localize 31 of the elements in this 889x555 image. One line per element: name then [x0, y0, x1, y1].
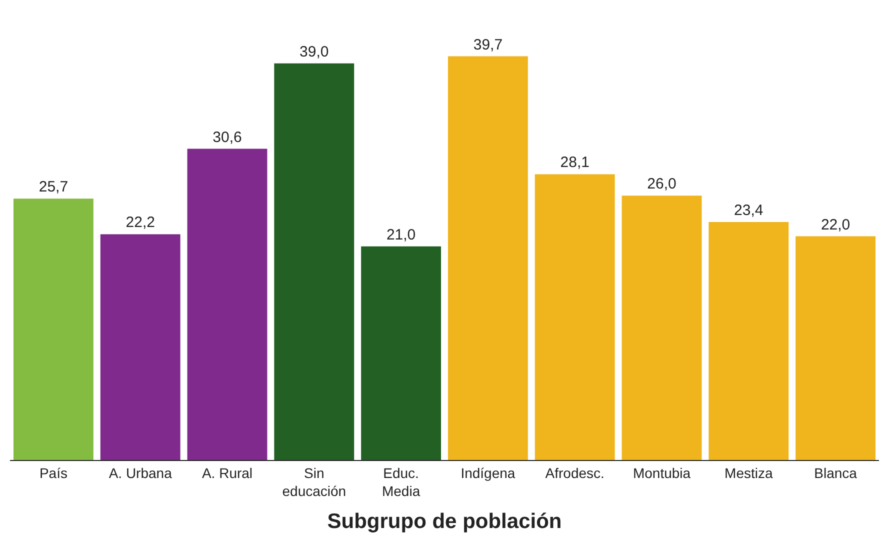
data-label: 21,0 [386, 226, 416, 244]
x-axis-title: Subgrupo de población [327, 510, 562, 534]
x-tick-label: Mestiza [724, 464, 773, 481]
x-tick-label: País [39, 464, 68, 481]
data-label: 26,0 [647, 176, 676, 193]
bar [274, 63, 354, 460]
data-label: 39,7 [473, 36, 503, 54]
x-tick-label: Sin educación [282, 464, 346, 499]
bar [13, 198, 94, 460]
data-label: 22,2 [126, 214, 155, 232]
bar [361, 246, 442, 460]
data-label: 28,1 [560, 154, 590, 172]
bar [708, 222, 789, 460]
bar [448, 56, 528, 460]
x-tick-label: Indígena [460, 464, 516, 481]
x-tick-label: Educ. Media [382, 464, 420, 499]
bar [100, 234, 180, 460]
data-label: 39,0 [300, 43, 329, 60]
bar [187, 148, 268, 460]
data-label: 25,7 [38, 178, 68, 196]
bar [796, 236, 876, 460]
data-label: 22,0 [820, 216, 850, 234]
x-tick-label: Afrodesc. [545, 464, 604, 481]
x-tick-label: A. Rural [202, 464, 253, 481]
x-tick-label: Blanca [814, 464, 858, 481]
x-tick-label: A. Urbana [108, 464, 172, 481]
bar [622, 196, 702, 460]
data-label: 23,4 [734, 202, 764, 220]
data-label: 30,6 [212, 128, 242, 146]
bar [534, 174, 615, 460]
x-tick-label: Montubia [632, 464, 691, 481]
